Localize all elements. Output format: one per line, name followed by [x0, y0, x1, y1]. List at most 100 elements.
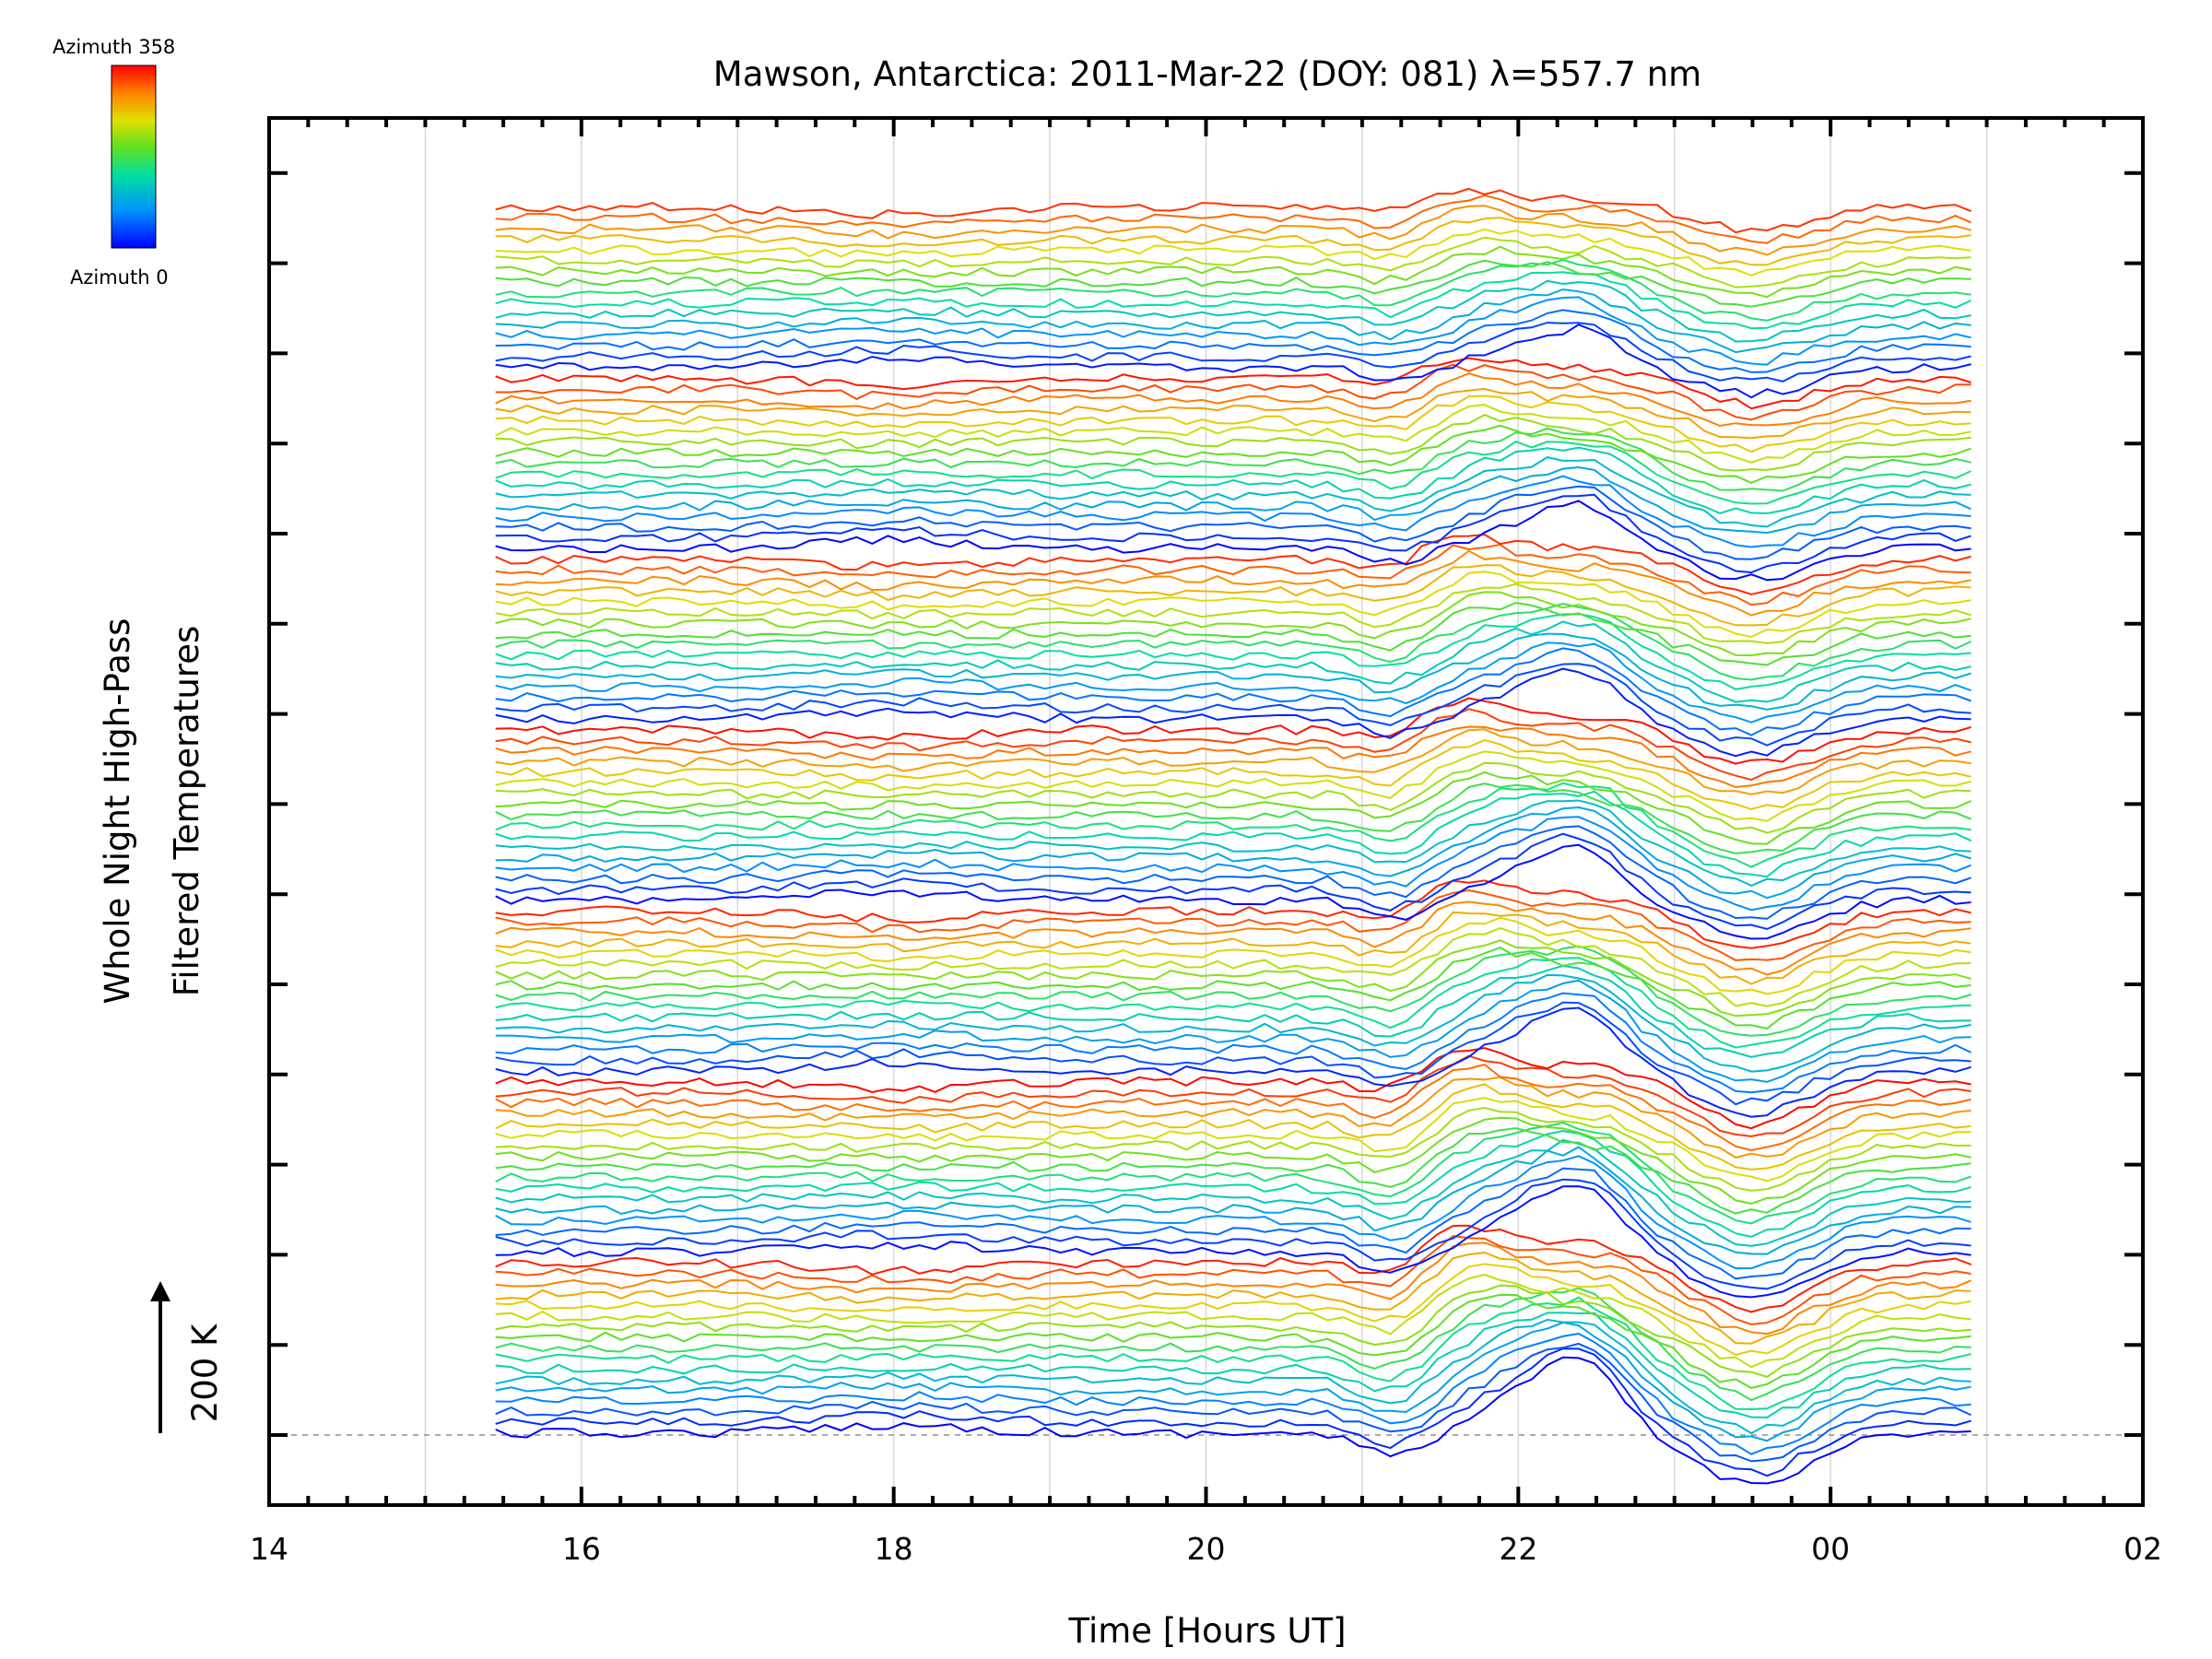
temperature-trace: [495, 1054, 1971, 1137]
temperature-trace: [495, 1321, 1971, 1442]
temperature-trace: [495, 900, 1971, 976]
temperature-trace: [495, 1006, 1971, 1118]
temperature-trace: [495, 288, 1971, 354]
temperature-trace: [495, 799, 1971, 887]
temperature-trace: [495, 271, 1972, 330]
temperature-trace: [495, 493, 1971, 574]
temperature-trace: [495, 1155, 1971, 1270]
temperature-trace: [495, 728, 1971, 795]
temperature-trace: [495, 533, 1971, 595]
temperature-trace: [495, 782, 1971, 868]
temperature-trace: [495, 500, 1971, 582]
scale-bar-label: 200 K: [185, 1323, 225, 1422]
temperature-trace: [495, 843, 1971, 940]
temperature-trace: [495, 1167, 1971, 1280]
colorbar-bottom-label: Azimuth 0: [70, 266, 169, 288]
temperature-trace: [495, 738, 1971, 810]
temperature-trace: [495, 446, 1971, 515]
temperature-trace: [495, 1178, 1971, 1290]
axis-ticks: [267, 118, 2145, 1505]
temperature-trace: [495, 217, 1971, 266]
temperature-trace: [495, 1083, 1971, 1171]
temperature-trace: [495, 957, 1971, 1049]
temperature-trace: [495, 939, 1971, 1018]
temperature-trace: [495, 394, 1971, 453]
temperature-trace: [495, 413, 1971, 472]
temperature-trace: [495, 1097, 1971, 1182]
temperature-trace: [495, 1127, 1971, 1215]
temperature-trace: [495, 424, 1971, 484]
scale-bar: 200 K: [150, 1281, 225, 1433]
temperature-trace: [495, 1235, 1971, 1325]
temperature-trace: [495, 1274, 1971, 1369]
x-tick-label: 22: [1499, 1531, 1537, 1567]
temperature-trace: [495, 947, 1971, 1030]
temperature-trace: [495, 697, 1971, 765]
temperature-trace: [495, 236, 1971, 288]
temperature-trace: [495, 194, 1971, 244]
temperature-trace: [495, 641, 1971, 724]
temperature-trace: [495, 564, 1971, 627]
temperature-trace: [495, 725, 1971, 789]
temperature-trace: [495, 945, 1971, 1037]
temperature-trace: [495, 1342, 1972, 1463]
temperature-trace: [495, 825, 1971, 920]
temperature-trace: [495, 667, 1971, 758]
temperature-trace: [495, 591, 1971, 657]
temperature-trace: [495, 582, 1971, 644]
temperature-trace: [495, 879, 1971, 949]
temperature-trace: [495, 456, 1971, 528]
x-tick-label: 20: [1187, 1531, 1226, 1567]
temperature-trace: [495, 465, 1972, 535]
temperature-trace: [495, 1122, 1971, 1225]
temperature-trace: [495, 1063, 1971, 1152]
scale-bar-arrowhead: [150, 1281, 171, 1301]
temperature-trace: [495, 647, 1971, 736]
temperature-trace: [495, 404, 1971, 464]
temperature-trace: [495, 1138, 1971, 1247]
temperature-trace: [495, 1284, 1971, 1378]
temperature-trace: [495, 979, 1971, 1083]
temperature-trace: [495, 485, 1971, 560]
temperature-trace: [495, 1251, 1971, 1345]
temperature-trace: [495, 1347, 1971, 1477]
temperature-trace: [495, 708, 1971, 782]
temperature-trace: [495, 888, 1971, 961]
temperature-trace: [495, 245, 1971, 299]
temperature-trace: [495, 259, 1971, 308]
temperature-trace: [495, 387, 1971, 440]
temperature-trace: [495, 543, 1971, 606]
temperature-trace: [495, 258, 1971, 322]
temperature-trace: [495, 1047, 1971, 1130]
temperature-trace: [495, 1241, 1971, 1335]
temperature-trace: [495, 790, 1972, 878]
temperature-trace: [495, 372, 1971, 428]
temperature-trace: [495, 832, 1971, 931]
temperature-traces: [495, 187, 1972, 1485]
temperature-trace: [495, 761, 1971, 834]
temperature-trace: [495, 279, 1971, 343]
y-axis-label-line2: Filtered Temperatures: [167, 626, 206, 996]
temperature-trace: [495, 964, 1971, 1058]
temperature-trace: [495, 602, 1972, 681]
temperature-trace: [495, 806, 1971, 900]
temperature-trace: [495, 1106, 1971, 1192]
x-tick-label: 16: [562, 1531, 601, 1567]
colorbar: [111, 65, 157, 249]
temperature-trace: [495, 782, 1971, 854]
x-tick-label: 02: [2124, 1531, 2162, 1567]
temperature-trace: [495, 1263, 1971, 1357]
temperature-trace: [495, 816, 1971, 912]
temperature-trace: [495, 571, 1971, 639]
x-tick-labels: 14 16 18 20 22 00 02: [250, 1531, 2162, 1567]
colorbar-top-label: Azimuth 358: [53, 36, 175, 58]
temperature-trace: [495, 926, 1971, 1007]
temperature-trace: [495, 1116, 1971, 1206]
temperature-trace: [495, 1296, 1971, 1411]
temperature-trace: [495, 324, 1971, 399]
y-axis-label-line1: Whole Night High-Pass: [98, 618, 137, 1005]
temperature-trace: [495, 750, 1971, 822]
temperature-trace: [495, 1287, 1971, 1402]
temperature-trace: [495, 187, 1971, 234]
